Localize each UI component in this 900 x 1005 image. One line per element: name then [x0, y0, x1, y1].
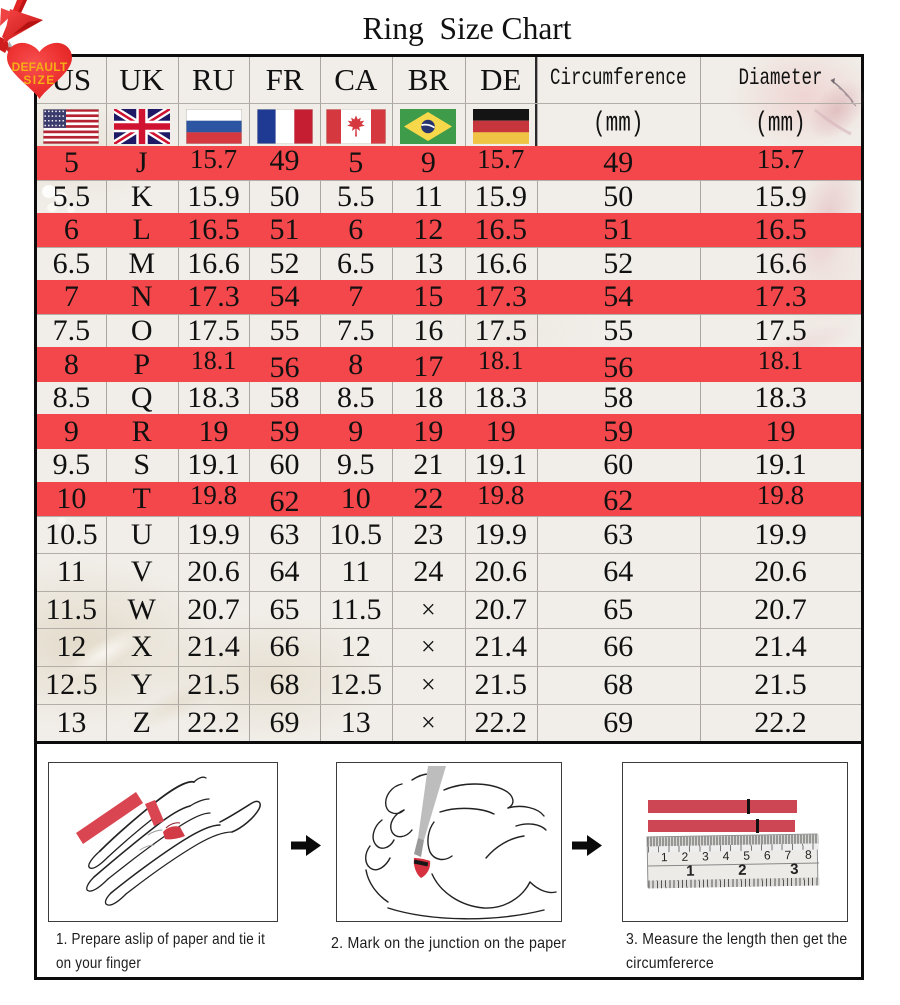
- svg-text:DEFAULT: DEFAULT: [12, 60, 68, 74]
- svg-text:SIZE: SIZE: [23, 73, 55, 87]
